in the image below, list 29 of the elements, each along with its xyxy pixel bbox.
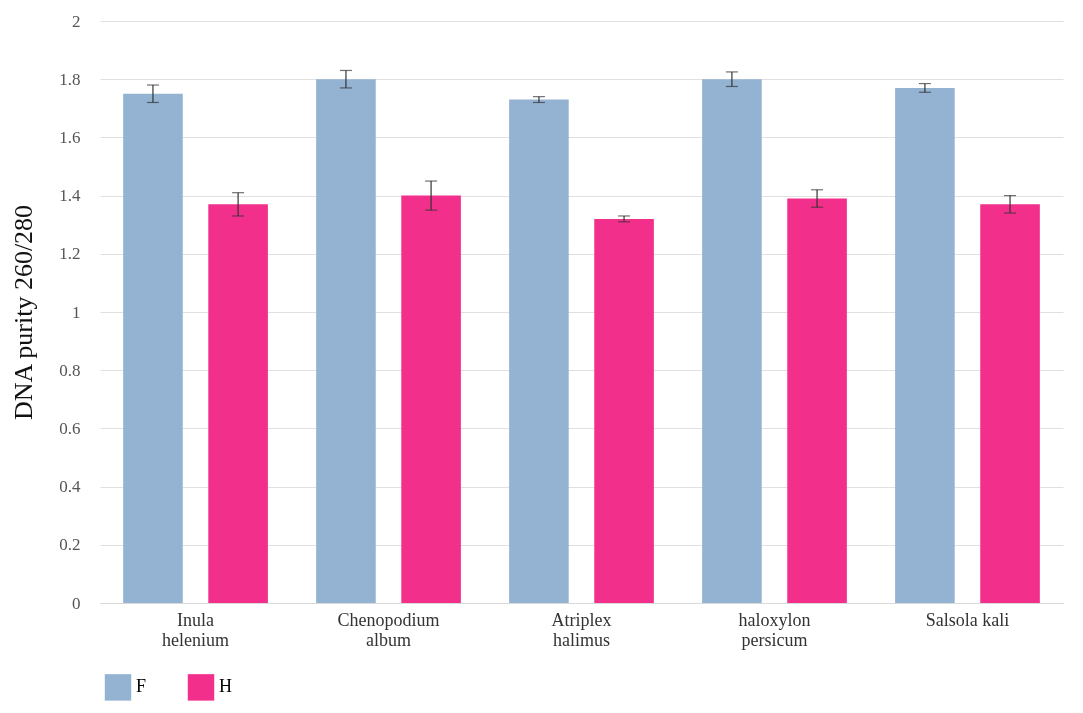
y-tick-label: 0.2: [59, 535, 81, 555]
x-tick-label: Inula helenium: [162, 609, 230, 650]
y-tick-label: 1: [72, 302, 81, 322]
y-tick-label: 2: [72, 11, 81, 31]
legend-label: F: [136, 676, 147, 697]
y-tick-label: 0.4: [59, 477, 81, 497]
y-tick-label: 1.2: [59, 244, 81, 264]
bar: [401, 195, 461, 603]
y-tick-label: 0.6: [59, 418, 81, 438]
y-tick-label: 0.8: [59, 360, 81, 380]
y-tick-label: 0: [72, 593, 81, 613]
y-axis-title: DNA purity 260/280: [9, 204, 39, 421]
bar: [980, 204, 1040, 603]
bar: [509, 99, 569, 603]
bar: [123, 93, 183, 603]
bar: [594, 218, 654, 603]
bar: [316, 79, 376, 603]
x-tick-label: Chenopodium album: [337, 609, 440, 650]
bar: [702, 79, 762, 603]
y-tick-label: 1.4: [59, 186, 81, 206]
x-tick-label: Atriplex halimus: [551, 609, 612, 650]
x-tick-label: haloxylon persicum: [738, 609, 811, 650]
bar: [895, 87, 955, 603]
x-tick-label: Salsola kali: [925, 609, 1010, 630]
bar: [208, 204, 268, 603]
y-tick-label: 1.6: [59, 127, 81, 147]
y-tick-label: 1.8: [59, 69, 81, 89]
bar: [787, 198, 847, 603]
legend-label: H: [219, 676, 232, 697]
